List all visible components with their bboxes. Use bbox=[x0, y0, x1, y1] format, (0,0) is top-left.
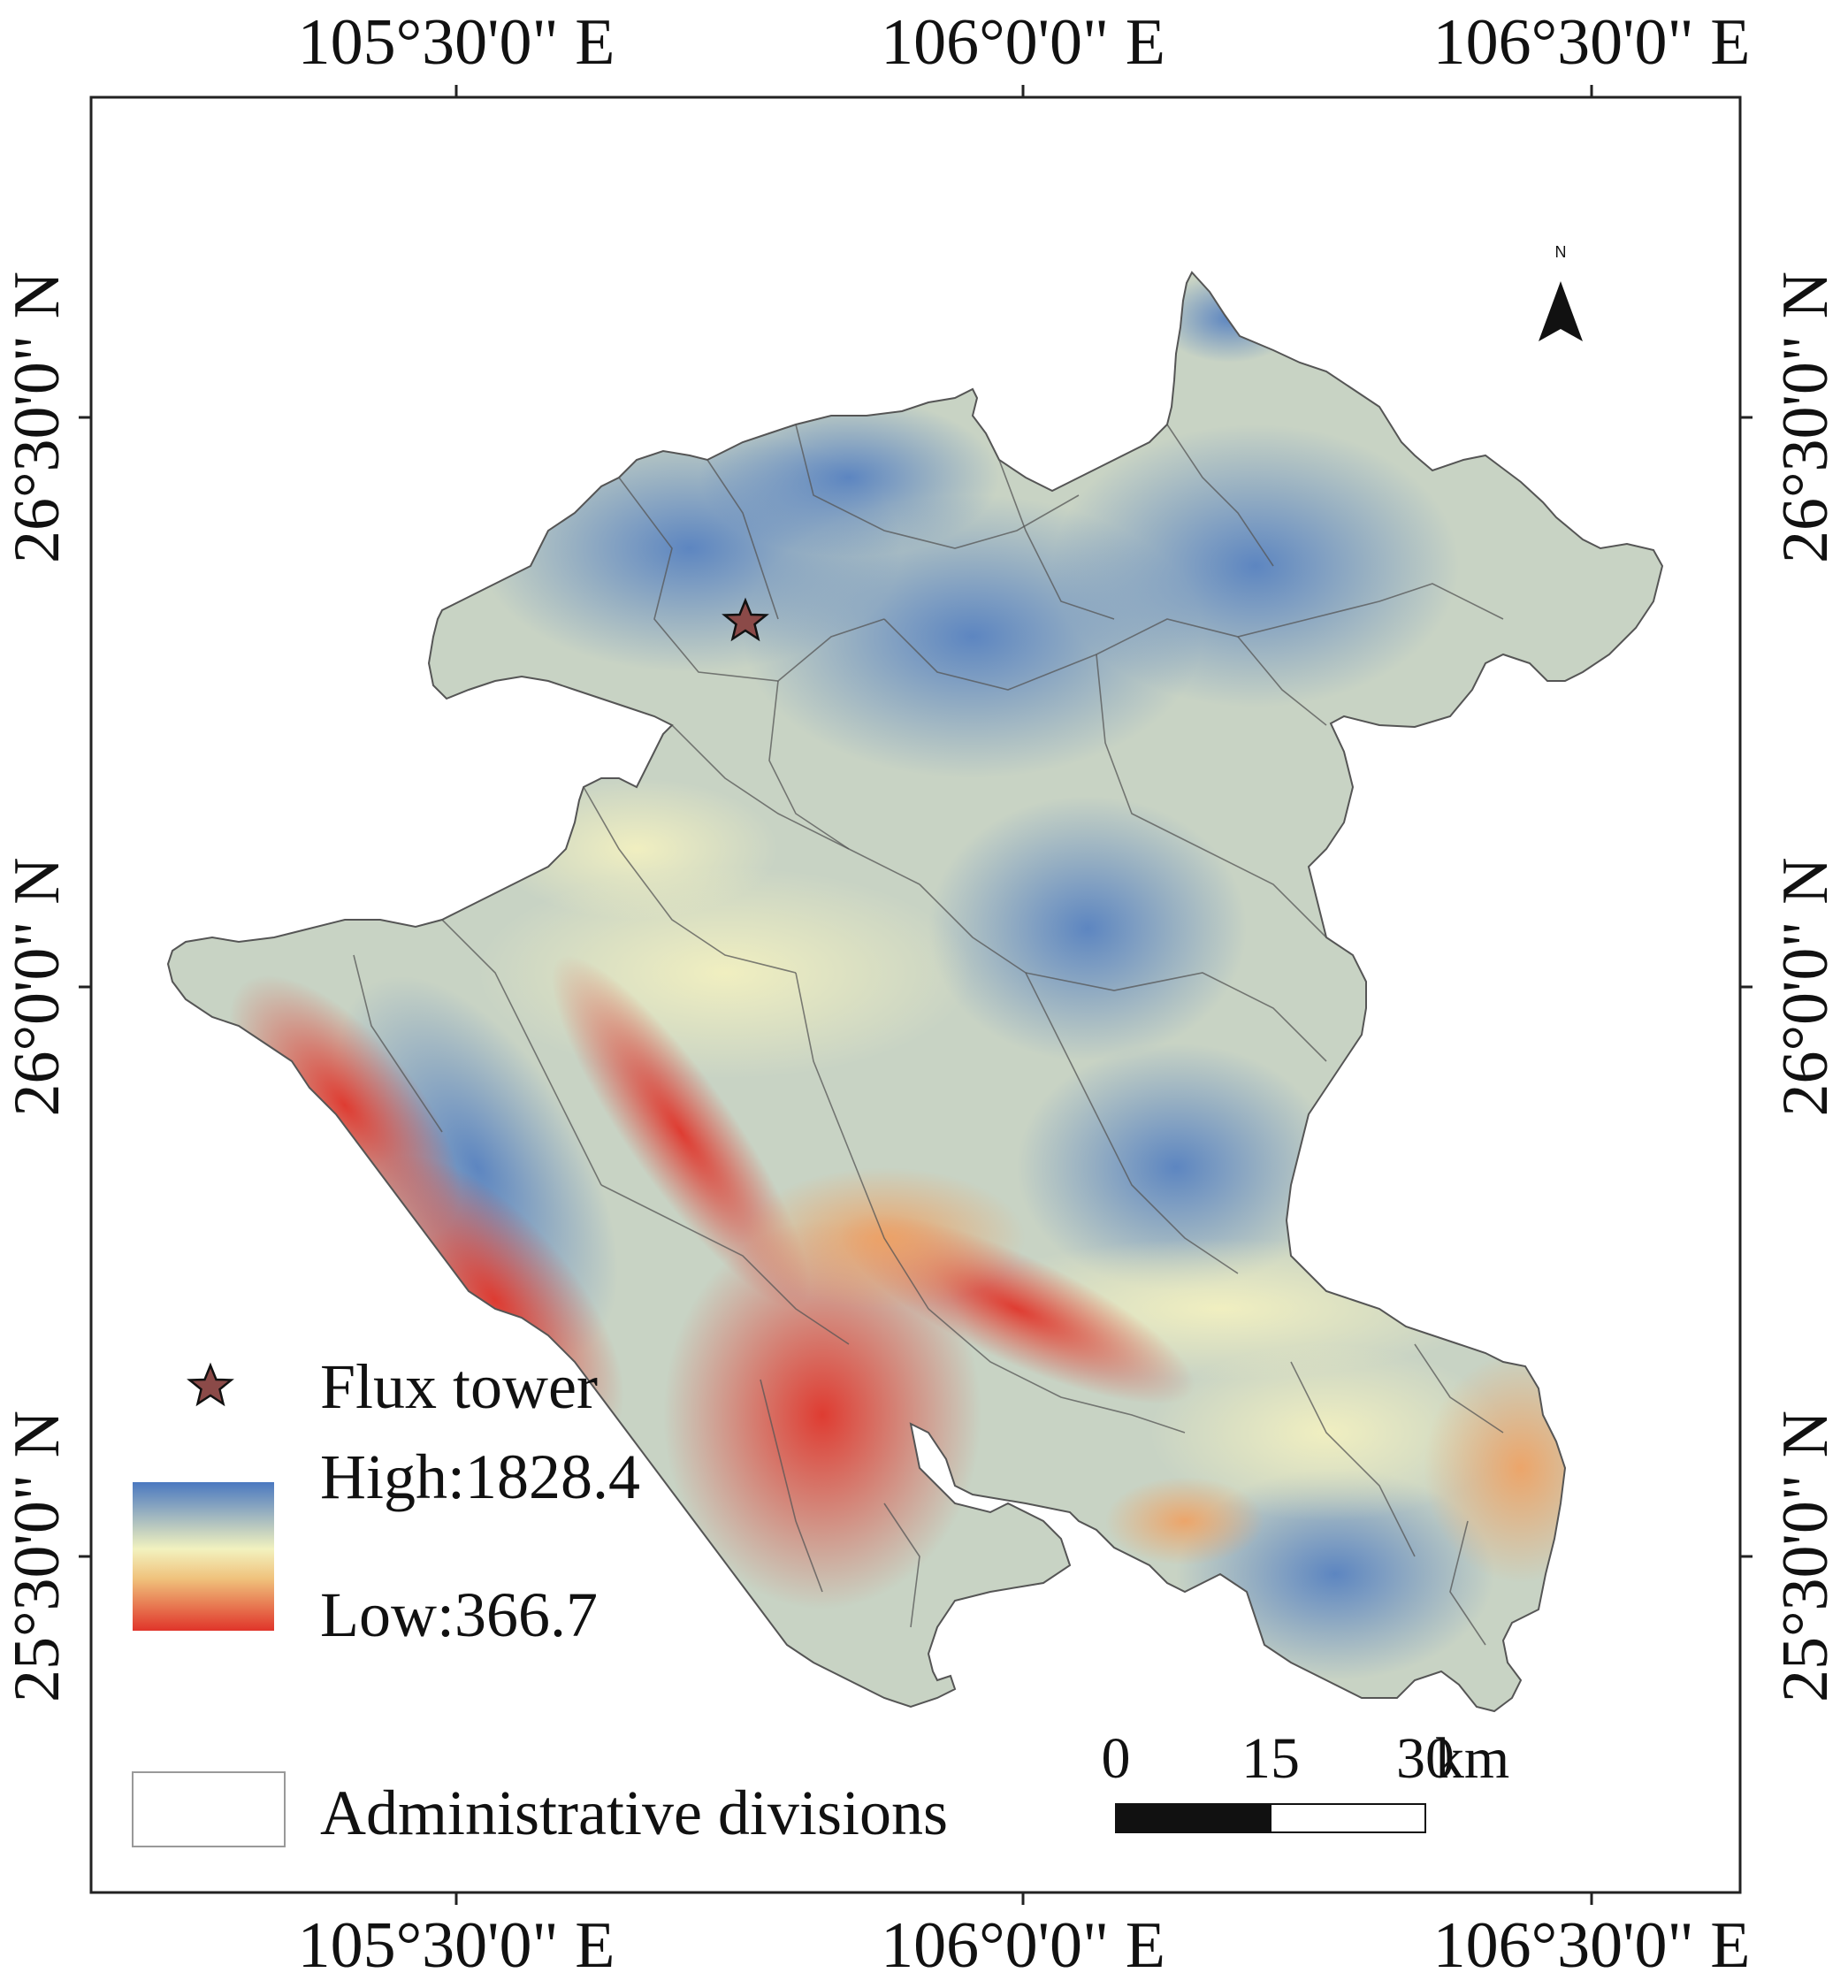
legend-admin-swatch bbox=[132, 1771, 286, 1847]
lon-label-bottom-2: 106°0'0" E bbox=[881, 1909, 1165, 1982]
lat-label-right-1: 26°30'0" N bbox=[1769, 271, 1842, 563]
legend-high-label: High:1828.4 bbox=[320, 1441, 640, 1512]
scale-bar: 0 15 30 km bbox=[1102, 1726, 1509, 1833]
lat-label-left-1: 26°30'0" N bbox=[1, 271, 73, 563]
lat-label-left-3: 25°30'0" N bbox=[1, 1411, 73, 1702]
region-outline bbox=[166, 271, 1664, 1713]
north-arrow: N bbox=[1539, 243, 1583, 341]
scale-label-15: 15 bbox=[1241, 1726, 1300, 1791]
lon-label-bottom-3: 106°30'0" E bbox=[1433, 1909, 1751, 1982]
lon-label-top-2: 106°0'0" E bbox=[881, 6, 1165, 79]
scale-label-30: 30 bbox=[1396, 1726, 1455, 1791]
legend-admin-label: Administrative divisions bbox=[320, 1778, 948, 1848]
legend-color-ramp bbox=[133, 1482, 274, 1631]
legend-flux-tower-label: Flux tower bbox=[320, 1351, 598, 1422]
frame-ticks bbox=[79, 85, 1753, 1905]
legend-flux-tower-icon bbox=[187, 1362, 234, 1407]
region-boundary bbox=[166, 271, 1664, 1713]
lon-label-top-1: 105°30'0" E bbox=[298, 6, 615, 79]
lon-label-top-3: 106°30'0" E bbox=[1433, 6, 1751, 79]
legend: Flux tower High:1828.4 Low:366.7 Adminis… bbox=[132, 1351, 948, 1848]
lat-label-right-2: 26°0'0" N bbox=[1769, 857, 1842, 1116]
north-arrow-icon bbox=[1539, 281, 1583, 341]
lat-label-right-3: 25°30'0" N bbox=[1769, 1411, 1842, 1702]
north-arrow-label: N bbox=[1555, 243, 1567, 261]
scale-unit: km bbox=[1435, 1726, 1509, 1791]
scale-segment-black bbox=[1115, 1803, 1271, 1833]
flux-tower-marker bbox=[722, 597, 769, 642]
legend-low-label: Low:366.7 bbox=[320, 1579, 598, 1650]
lat-label-left-2: 26°0'0" N bbox=[1, 857, 73, 1116]
scale-segment-white bbox=[1270, 1803, 1426, 1833]
admin-boundaries bbox=[353, 424, 1504, 1646]
scale-label-0: 0 bbox=[1102, 1726, 1131, 1791]
lon-label-bottom-1: 105°30'0" E bbox=[298, 1909, 615, 1982]
